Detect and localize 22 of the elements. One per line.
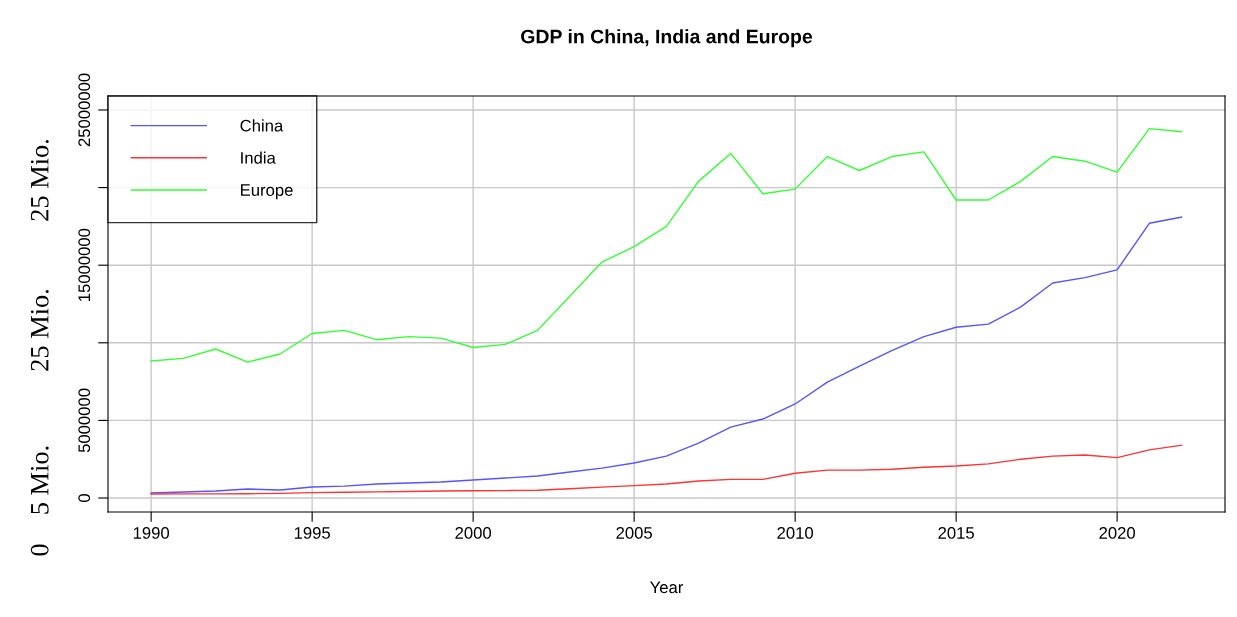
x-tick-label: 2005 <box>616 527 652 539</box>
legend-label: Europe <box>241 184 293 200</box>
x-tick-label: 1990 <box>133 527 170 539</box>
x-tick-label: 2010 <box>777 527 814 539</box>
line-series <box>150 444 1183 495</box>
x-tick-label: 2020 <box>1099 527 1136 539</box>
legend-label: China <box>240 119 284 132</box>
legend-label: India <box>241 151 276 164</box>
text: 25 Mio. <box>30 289 49 371</box>
line-series <box>150 216 1183 494</box>
text: 5 Mio. <box>30 446 49 514</box>
x-axis-title: Year <box>650 581 684 594</box>
x-tick-label: 2000 <box>455 527 492 539</box>
x-tick-label: 1995 <box>294 527 330 539</box>
y-tick-label: 15000000 <box>78 228 91 301</box>
y-tick-label: 0 <box>78 494 91 503</box>
chart-title: GDP in China, India and Europe <box>521 29 813 48</box>
x-tick-label: 2015 <box>938 527 974 539</box>
y-tick-label: 25000000 <box>78 73 91 147</box>
text: 0 <box>30 544 49 556</box>
y-tick-label: 5000000 <box>78 388 91 453</box>
text: 25 Mio. <box>30 139 49 221</box>
